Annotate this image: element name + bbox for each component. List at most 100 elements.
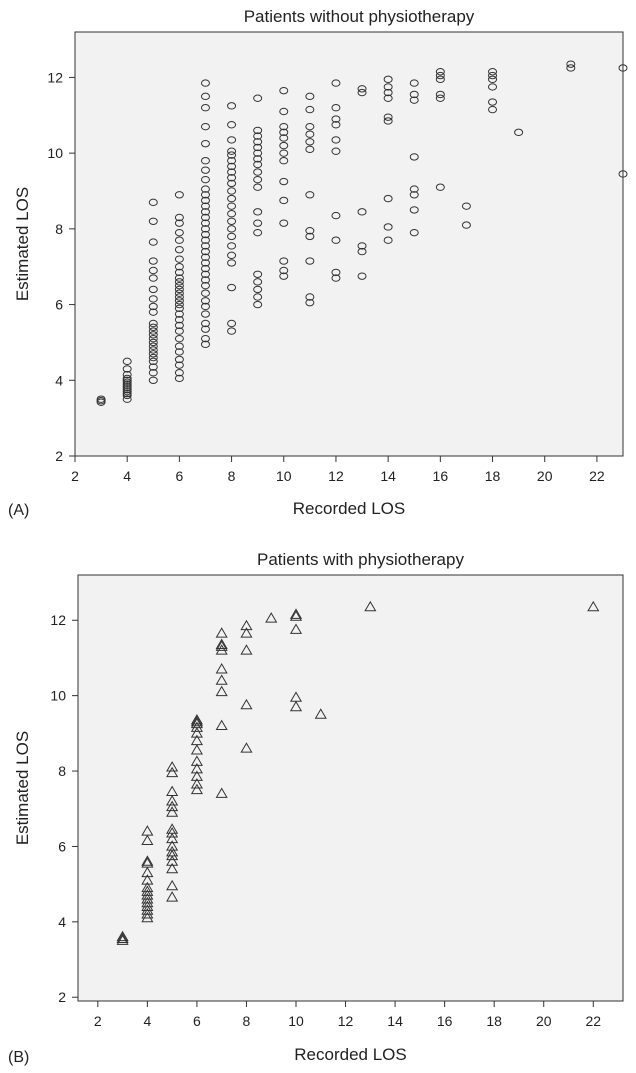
y-tick-label: 6 [55, 297, 63, 313]
data-point [409, 191, 419, 199]
data-point [166, 800, 179, 812]
data-point [122, 384, 132, 392]
data-point [253, 208, 263, 216]
data-point [122, 380, 132, 388]
data-point [240, 619, 253, 631]
data-point [141, 885, 154, 896]
data-point [190, 715, 203, 727]
y-tick-label: 12 [50, 612, 66, 628]
data-point [122, 389, 132, 398]
data-point [305, 130, 315, 138]
data-point [148, 334, 158, 343]
x-tick-label: 4 [123, 468, 131, 484]
data-point [357, 247, 367, 256]
x-tick-label: 10 [276, 468, 292, 484]
x-tick-label: 2 [71, 468, 79, 484]
data-point [240, 627, 253, 638]
data-point [174, 374, 184, 383]
data-point [148, 257, 158, 265]
data-point [357, 208, 367, 216]
data-point [116, 934, 129, 945]
data-point [200, 340, 210, 349]
x-tick-label: 18 [485, 468, 501, 484]
data-point [174, 245, 184, 254]
data-point [253, 183, 263, 191]
data-point [253, 270, 263, 278]
data-point [227, 217, 237, 225]
data-point [409, 206, 419, 214]
data-point [357, 242, 367, 250]
x-tick-label: 2 [94, 1013, 102, 1029]
data-point [435, 68, 445, 76]
data-point [305, 232, 315, 241]
x-tick-label: 22 [585, 1013, 601, 1029]
data-point [200, 122, 210, 131]
y-tick-label: 8 [58, 763, 66, 779]
data-point [166, 891, 179, 902]
x-tick-label: 6 [193, 1013, 201, 1029]
data-point [148, 357, 158, 366]
y-tick-label: 4 [55, 372, 63, 388]
data-point [166, 785, 179, 797]
data-point [200, 319, 210, 328]
data-point [265, 612, 278, 623]
y-tick-label: 2 [55, 448, 63, 464]
data-point [409, 228, 419, 237]
data-point [357, 85, 367, 93]
data-point [200, 157, 210, 165]
data-point [174, 297, 184, 305]
panel-label: (A) [8, 502, 29, 519]
data-point [174, 191, 184, 199]
data-point [253, 160, 263, 169]
data-point [227, 283, 237, 292]
x-tick-label: 18 [486, 1013, 502, 1029]
data-point [305, 227, 315, 235]
data-point [148, 376, 158, 384]
data-point [200, 276, 210, 284]
data-point [331, 211, 341, 220]
data-point [148, 331, 158, 339]
data-point [227, 179, 237, 188]
data-point [383, 88, 393, 97]
data-point [200, 79, 210, 87]
data-point [253, 285, 263, 294]
x-tick-label: 16 [433, 468, 449, 484]
data-points [96, 60, 628, 406]
data-point [383, 117, 393, 125]
chart-panel-a: Patients without physiotherapy 2 4 6 8 10 12 14… [8, 7, 628, 519]
data-point [200, 302, 210, 311]
data-point [279, 141, 289, 150]
data-point [488, 71, 498, 80]
data-point [166, 879, 179, 891]
data-point [289, 691, 303, 702]
data-point [174, 274, 184, 282]
data-point [383, 113, 393, 121]
data-point [190, 727, 203, 738]
x-tick-label: 6 [175, 468, 183, 484]
data-point [331, 136, 341, 144]
data-point [200, 185, 210, 193]
data-point [148, 198, 158, 207]
data-point [190, 734, 203, 746]
data-point [141, 881, 154, 893]
data-point [174, 268, 184, 277]
data-point [190, 717, 203, 729]
data-point [122, 374, 132, 383]
data-point [200, 166, 210, 174]
data-point [174, 355, 184, 364]
data-point [488, 83, 498, 91]
data-point [279, 219, 289, 227]
data-point [141, 866, 154, 878]
data-point [305, 105, 315, 114]
data-points [116, 600, 600, 945]
data-point [331, 104, 341, 112]
data-point [227, 319, 237, 328]
data-point [148, 238, 158, 246]
x-tick-label: 14 [387, 1013, 403, 1029]
data-point [148, 217, 158, 225]
data-point [200, 92, 210, 101]
data-point [166, 806, 179, 817]
data-point [227, 147, 237, 155]
data-point [253, 300, 263, 309]
chart-title: Patients with physiotherapy [257, 550, 464, 569]
